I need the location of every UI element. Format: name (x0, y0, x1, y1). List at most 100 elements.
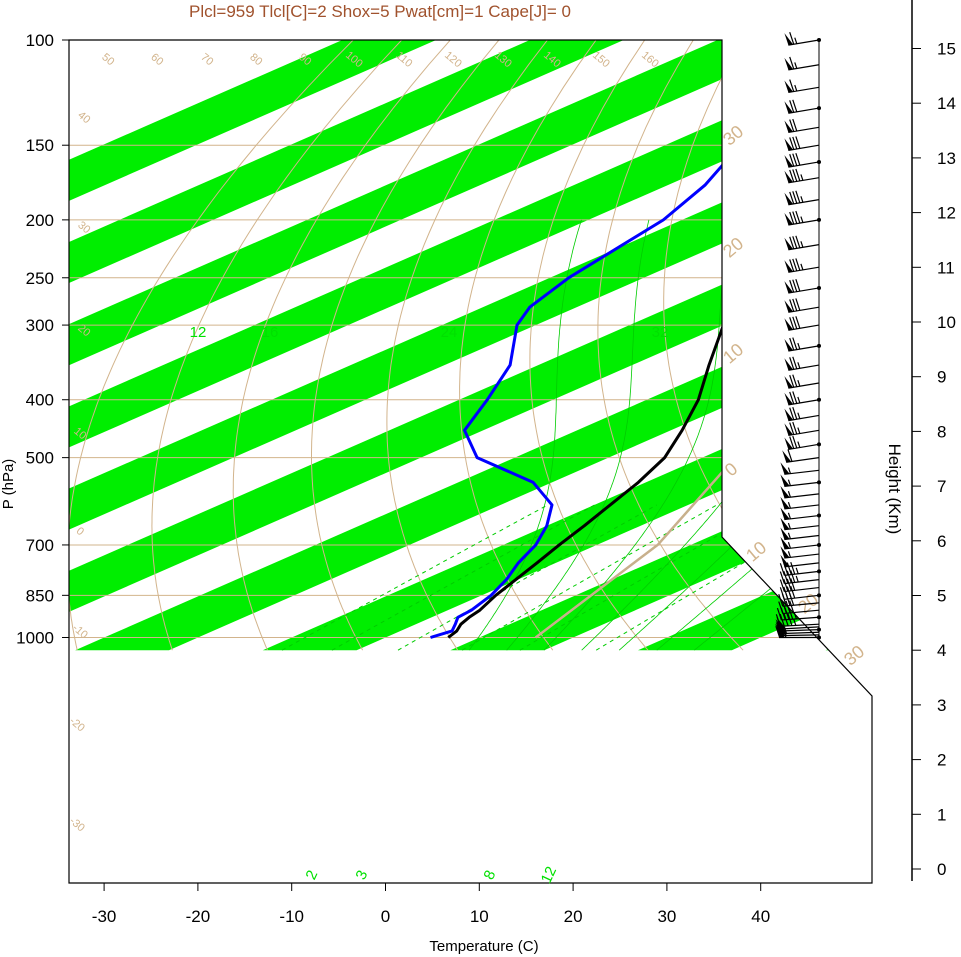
barb-dot (817, 615, 821, 620)
barb-half-flag (800, 196, 804, 203)
barb-flag (775, 614, 781, 627)
barb-dot (817, 480, 821, 485)
barb-flag (790, 578, 796, 591)
wind-barb (784, 210, 821, 226)
barb-dot (817, 285, 821, 290)
wind-barb (780, 462, 820, 475)
skewed-isotherm-label: 0 (721, 459, 742, 481)
barb-half-flag (797, 427, 801, 434)
isotherm-band (69, 40, 872, 651)
wind-barb (784, 337, 821, 352)
barb-flag (792, 435, 798, 449)
barb-flag (786, 586, 792, 599)
barb-half-flag (797, 380, 801, 387)
mixing-ratio-line (281, 504, 549, 651)
moist-adiabat-label: 16 (262, 324, 279, 341)
barb-flag (792, 407, 798, 420)
skewed-isotherm-label: 30 (719, 121, 747, 149)
dry-adiabat (69, 40, 354, 651)
barb-staff (780, 623, 820, 627)
barb-pennant (780, 517, 790, 530)
barb-dot (817, 217, 821, 222)
barb-flag (785, 600, 791, 614)
barb-flag (789, 317, 795, 330)
barb-staff (784, 570, 820, 576)
moist-adiabat-label: 24 (441, 324, 458, 341)
wind-barb (779, 585, 821, 600)
skewed-isotherm-label: 30 (840, 641, 868, 669)
barb-half-flag (787, 551, 791, 558)
barb-flag (792, 169, 798, 182)
wind-barb (784, 258, 820, 273)
barb-pennant (784, 213, 793, 225)
x-axis-label: Temperature (C) (429, 938, 538, 955)
barb-flag (795, 190, 801, 204)
barb-flag (795, 168, 801, 182)
wind-barb (784, 391, 821, 406)
wind-barb (780, 474, 821, 487)
barb-pennant (784, 281, 793, 294)
barb-pennant (780, 507, 790, 520)
wind-barb (780, 527, 820, 541)
temperature-tick-label: 10 (470, 907, 489, 926)
barb-dot (817, 569, 821, 574)
pressure-tick-label: 200 (26, 211, 54, 230)
barb-flag (787, 449, 793, 462)
barb-pennant (784, 237, 793, 250)
barb-pennant (784, 80, 793, 93)
height-tick-label: 3 (937, 696, 946, 715)
barb-pennant (784, 192, 793, 205)
wind-barb (784, 56, 820, 71)
barb-flag (795, 235, 801, 249)
barb-dot (817, 397, 821, 402)
height-axis-label: Height (Km) (885, 444, 904, 535)
barb-flag (795, 316, 801, 329)
barb-pennant (784, 392, 793, 405)
pressure-tick-label: 100 (26, 31, 54, 50)
barb-flag (789, 32, 795, 45)
wind-barb (784, 374, 820, 389)
height-tick-label: 15 (937, 40, 956, 59)
barb-flag (786, 578, 792, 591)
barb-staff (782, 609, 820, 615)
barb-flag (786, 570, 792, 583)
barb-flag (795, 136, 801, 149)
barb-pennant (784, 101, 793, 114)
wind-barb (780, 554, 820, 568)
barb-half-flag (787, 522, 791, 530)
barb-flag (792, 391, 798, 404)
barb-pennant (780, 462, 790, 475)
wind-barb (784, 278, 821, 294)
barb-flag (789, 600, 795, 613)
barb-flag (789, 279, 795, 293)
barb-dot (817, 593, 821, 598)
height-tick-label: 7 (937, 477, 946, 496)
barb-half-flag (795, 567, 799, 574)
barb-flag (778, 601, 784, 614)
pressure-tick-label: 300 (26, 316, 54, 335)
plot-background (69, 40, 872, 883)
barb-half-flag (794, 84, 798, 92)
barb-pennant (782, 450, 792, 463)
barb-pennant (784, 300, 793, 313)
wind-barb (782, 449, 820, 463)
barb-flag (790, 561, 796, 575)
barb-pennant (784, 155, 793, 168)
temperature-tick-label: -10 (279, 907, 304, 926)
chart-title: Plcl=959 Tlcl[C]=2 Shox=5 Pwat[cm]=1 Cap… (189, 2, 571, 21)
barb-half-flag (787, 467, 791, 474)
barb-flag (792, 316, 798, 329)
barb-half-flag (797, 342, 801, 350)
barb-flag (792, 136, 798, 150)
temperature-tick-label: 20 (564, 907, 583, 926)
barb-half-flag (787, 532, 791, 539)
barb-half-flag (797, 412, 801, 419)
barb-flag (789, 169, 795, 183)
barb-pennant (784, 408, 793, 421)
y-axis-label: P (hPa) (0, 459, 17, 510)
barb-pennant (780, 527, 790, 540)
barb-half-flag (800, 216, 804, 223)
barb-flag (789, 236, 795, 250)
height-tick-label: 2 (937, 751, 946, 770)
moist-adiabat (543, 219, 730, 651)
